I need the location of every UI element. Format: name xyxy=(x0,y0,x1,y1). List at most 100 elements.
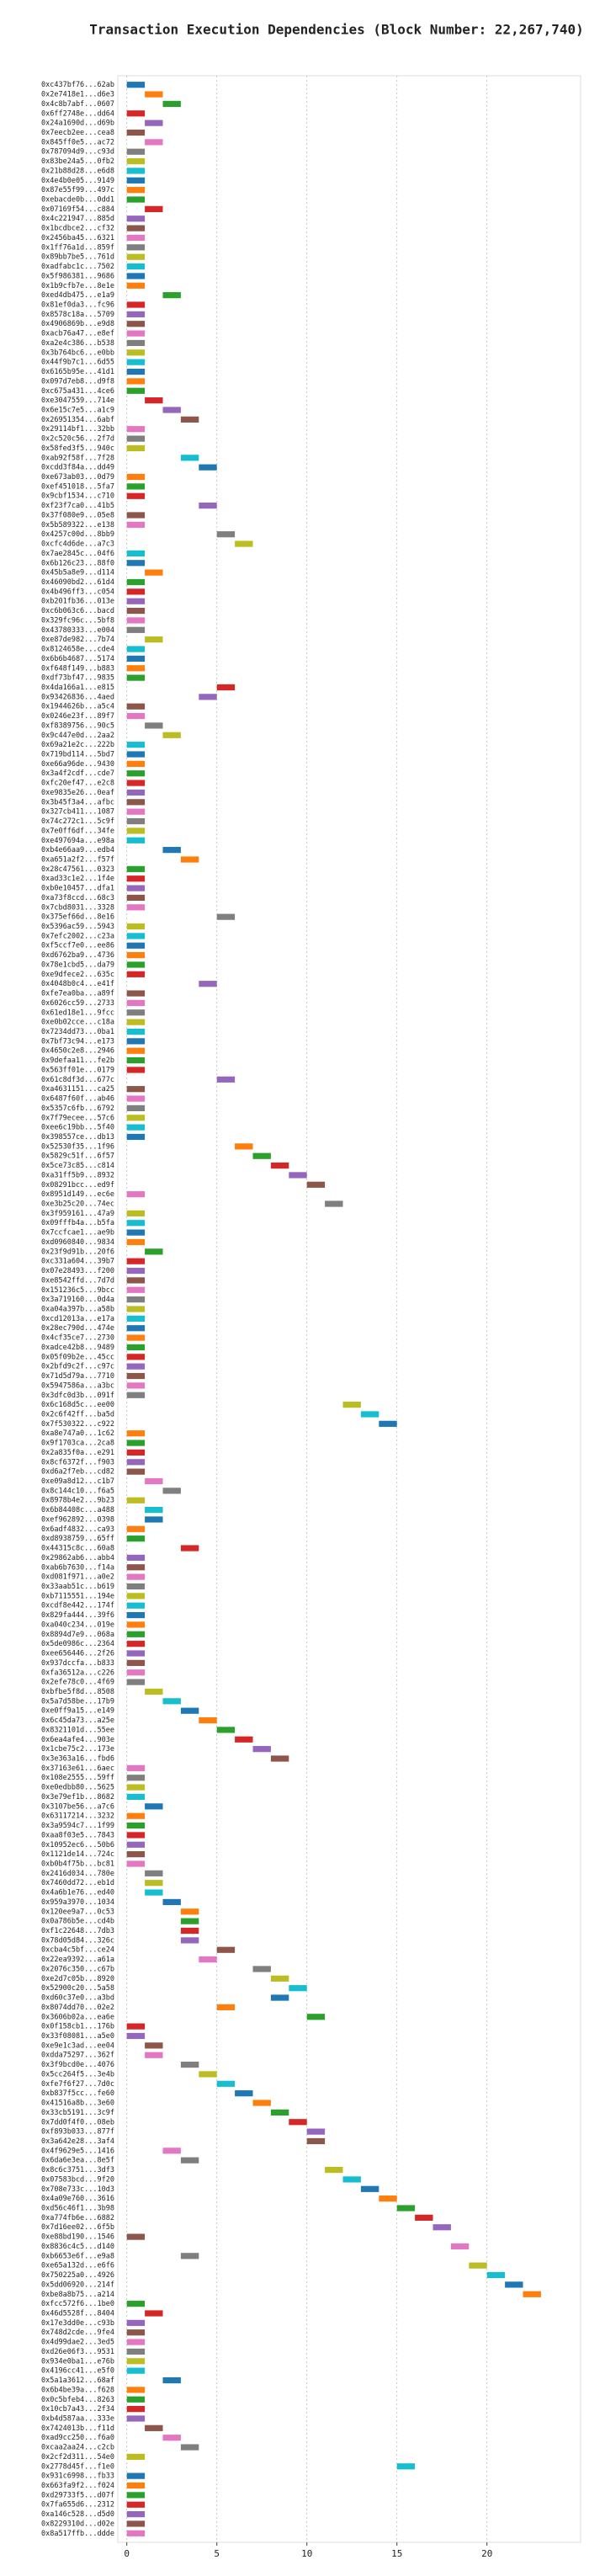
bar xyxy=(126,1440,146,1446)
y-tick-label: 0xf893b033...877f xyxy=(41,2128,114,2137)
y-tick-label: 0x89bb7be5...761d xyxy=(41,253,114,262)
bar xyxy=(126,808,146,815)
bar xyxy=(216,2004,236,2011)
y-tick-label: 0x29862ab6...abb4 xyxy=(41,1554,114,1562)
bar xyxy=(126,828,146,834)
y-tick-label: 0x1cbe75c2...173e xyxy=(41,1745,114,1754)
bar xyxy=(126,942,146,949)
bar xyxy=(325,2166,343,2174)
y-tick-label: 0x28c47561...0323 xyxy=(41,865,114,874)
bar xyxy=(126,168,146,174)
bar xyxy=(180,455,199,461)
bar xyxy=(180,416,199,423)
bar xyxy=(126,1583,146,1590)
bar xyxy=(126,1133,146,1141)
y-tick-label: 0xb4d587aa...333e xyxy=(41,2414,114,2423)
bar xyxy=(126,1325,146,1332)
y-tick-label: 0x2efe78c0...4f69 xyxy=(41,1679,114,1687)
bar xyxy=(126,578,146,586)
y-tick-label: 0xe66a96de...9430 xyxy=(41,760,114,769)
y-tick-label: 0x7dd0f4f0...08eb xyxy=(41,2118,114,2126)
y-tick-label: 0xc6b063c6...bacd xyxy=(41,607,114,615)
y-tick-label: 0x33cb5191...3c9f xyxy=(41,2109,114,2117)
bar xyxy=(180,1937,199,1944)
y-tick-label: 0x33aab51c...b619 xyxy=(41,1583,114,1591)
bar xyxy=(126,1067,146,1073)
bar xyxy=(180,2157,199,2164)
bar xyxy=(145,91,163,98)
y-tick-label: 0xfe7ea0ba...a89f xyxy=(41,990,114,998)
bar xyxy=(145,569,163,576)
bar xyxy=(162,407,181,413)
y-tick-label: 0x3b764bc6...e0bb xyxy=(41,349,114,357)
y-tick-label: 0x3a642e28...3af4 xyxy=(41,2137,114,2146)
y-tick-label: 0x5ce73c85...c814 xyxy=(41,1162,114,1170)
y-tick-label: 0x8074dd70...02e2 xyxy=(41,2004,114,2012)
y-tick-label: 0x5a1a3612...68af xyxy=(41,2376,114,2385)
bar xyxy=(126,1812,146,1819)
y-tick-label: 0x097d7eb8...d9f8 xyxy=(41,377,114,386)
bar xyxy=(235,1736,253,1743)
y-tick-label: 0x4650c2e8...2946 xyxy=(41,1047,114,1056)
y-tick-label: 0x563ff01e...0179 xyxy=(41,1066,114,1074)
bar xyxy=(145,1506,163,1514)
bar xyxy=(126,2358,146,2365)
bar xyxy=(126,2530,146,2536)
bar xyxy=(126,817,146,825)
bar xyxy=(126,1315,146,1322)
y-tick-label: 0x8836c4c5...d140 xyxy=(41,2243,114,2251)
bar xyxy=(126,1056,146,1064)
bar xyxy=(126,129,146,136)
y-tick-label: 0x4a09e760...3616 xyxy=(41,2195,114,2203)
bar xyxy=(126,1784,146,1791)
y-tick-label: 0x29114bf1...32bb xyxy=(41,425,114,434)
bar xyxy=(126,273,146,279)
y-tick-label: 0x663fa9f2...f024 xyxy=(41,2482,114,2490)
y-tick-label: 0xd8938759...65ff xyxy=(41,1535,114,1543)
y-tick-label: 0x69a21e2c...222b xyxy=(41,741,114,749)
bar xyxy=(252,1746,271,1753)
bar xyxy=(126,2367,146,2374)
bar xyxy=(126,751,146,758)
bar xyxy=(270,1994,289,2001)
y-tick-label: 0x81ef0da3...fc96 xyxy=(41,301,114,310)
bar xyxy=(145,2310,163,2317)
bar xyxy=(126,157,146,165)
bar xyxy=(126,1822,146,1829)
y-tick-label: 0x4c221947...885d xyxy=(41,215,114,223)
plot-frame xyxy=(117,75,581,2543)
y-tick-label: 0x46090bd2...61d4 xyxy=(41,578,114,587)
y-tick-label: 0xe9e1c3ad...ee04 xyxy=(41,2041,114,2050)
bar xyxy=(289,1172,307,1179)
y-tick-label: 0x83be24a5...0fb2 xyxy=(41,157,114,166)
bar xyxy=(126,234,146,242)
bar xyxy=(126,1631,146,1637)
bar xyxy=(145,2042,163,2049)
bar xyxy=(126,1086,146,1093)
y-tick-label: 0xef451018...5fa7 xyxy=(41,482,114,491)
y-tick-label: 0xfe7f6f27...7d0c xyxy=(41,2080,114,2089)
bar xyxy=(505,2281,523,2288)
bar xyxy=(126,646,146,652)
bar xyxy=(126,1229,146,1236)
y-tick-label: 0x3a9594c7...1f99 xyxy=(41,1822,114,1830)
bar xyxy=(126,865,146,872)
bar xyxy=(126,2472,146,2479)
bar xyxy=(145,1248,163,1255)
y-tick-label: 0x2e7418e1...d6e3 xyxy=(41,91,114,99)
y-tick-label: 0x8951d149...ec6e xyxy=(41,1190,114,1199)
y-tick-label: 0xcba4c5bf...ce24 xyxy=(41,1946,114,1955)
y-tick-label: 0xc331a604...39b7 xyxy=(41,1258,114,1266)
y-tick-label: 0x8a517ffb...ddde xyxy=(41,2530,114,2538)
bar xyxy=(145,397,163,404)
y-tick-label: 0xa8e747a0...1c62 xyxy=(41,1429,114,1438)
bar xyxy=(145,1889,163,1896)
y-tick-label: 0x8124658e...cde4 xyxy=(41,646,114,654)
bar xyxy=(126,665,146,672)
y-tick-label: 0x44315c8c...60a8 xyxy=(41,1545,114,1553)
bar xyxy=(252,2100,271,2106)
y-tick-label: 0x2778d45f...f1e0 xyxy=(41,2462,114,2471)
bar xyxy=(126,1679,146,1685)
y-tick-label: 0x44f9b7c1...6d55 xyxy=(41,359,114,367)
bar xyxy=(126,2301,146,2307)
